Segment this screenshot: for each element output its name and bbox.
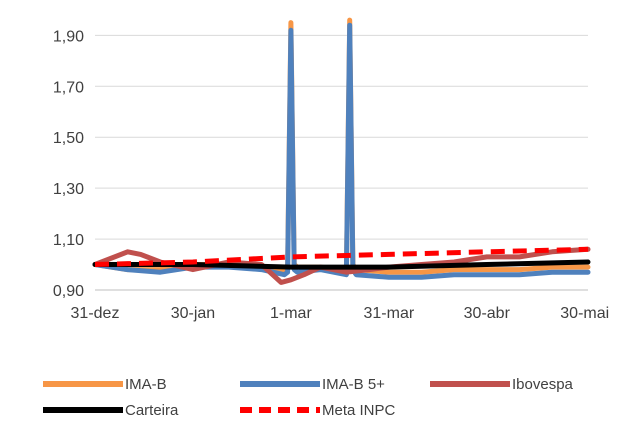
y-axis-tick-labels: 0,90 1,10 1,30 1,50 1,70 1,90 [53, 28, 84, 300]
gridlines [95, 34, 588, 240]
legend-label: IMA-B 5+ [322, 376, 385, 393]
x-axis-tick-labels: 31-dez 30-jan 1-mar 31-mar 30-abr 30-mai [71, 305, 610, 322]
x-tick-label: 31-mar [363, 305, 414, 322]
y-tick-label: 1,70 [53, 79, 84, 96]
y-tick-label: 1,50 [53, 130, 84, 147]
x-tick-label: 1-mar [270, 305, 312, 322]
legend-label: Ibovespa [512, 376, 574, 393]
x-tick-label: 30-abr [464, 305, 511, 322]
x-tick-label: 30-mai [560, 305, 609, 322]
y-tick-label: 1,30 [53, 181, 84, 198]
x-tick-label: 31-dez [71, 305, 120, 322]
series-line-carteira [92, 259, 591, 270]
y-tick-label: 0,90 [53, 283, 84, 300]
series-line-meta-inpc [94, 246, 589, 267]
legend: IMA-B IMA-B 5+ Ibovespa Carteira Meta INPC [43, 376, 574, 419]
legend-label: Carteira [125, 402, 179, 419]
x-tick-label: 30-jan [171, 305, 215, 322]
legend-label: IMA-B [125, 376, 167, 393]
series-lines [92, 17, 591, 285]
y-tick-label: 1,10 [53, 232, 84, 249]
series-line-ima-b [92, 17, 591, 275]
legend-label: Meta INPC [322, 402, 396, 419]
y-tick-label: 1,90 [53, 28, 84, 45]
